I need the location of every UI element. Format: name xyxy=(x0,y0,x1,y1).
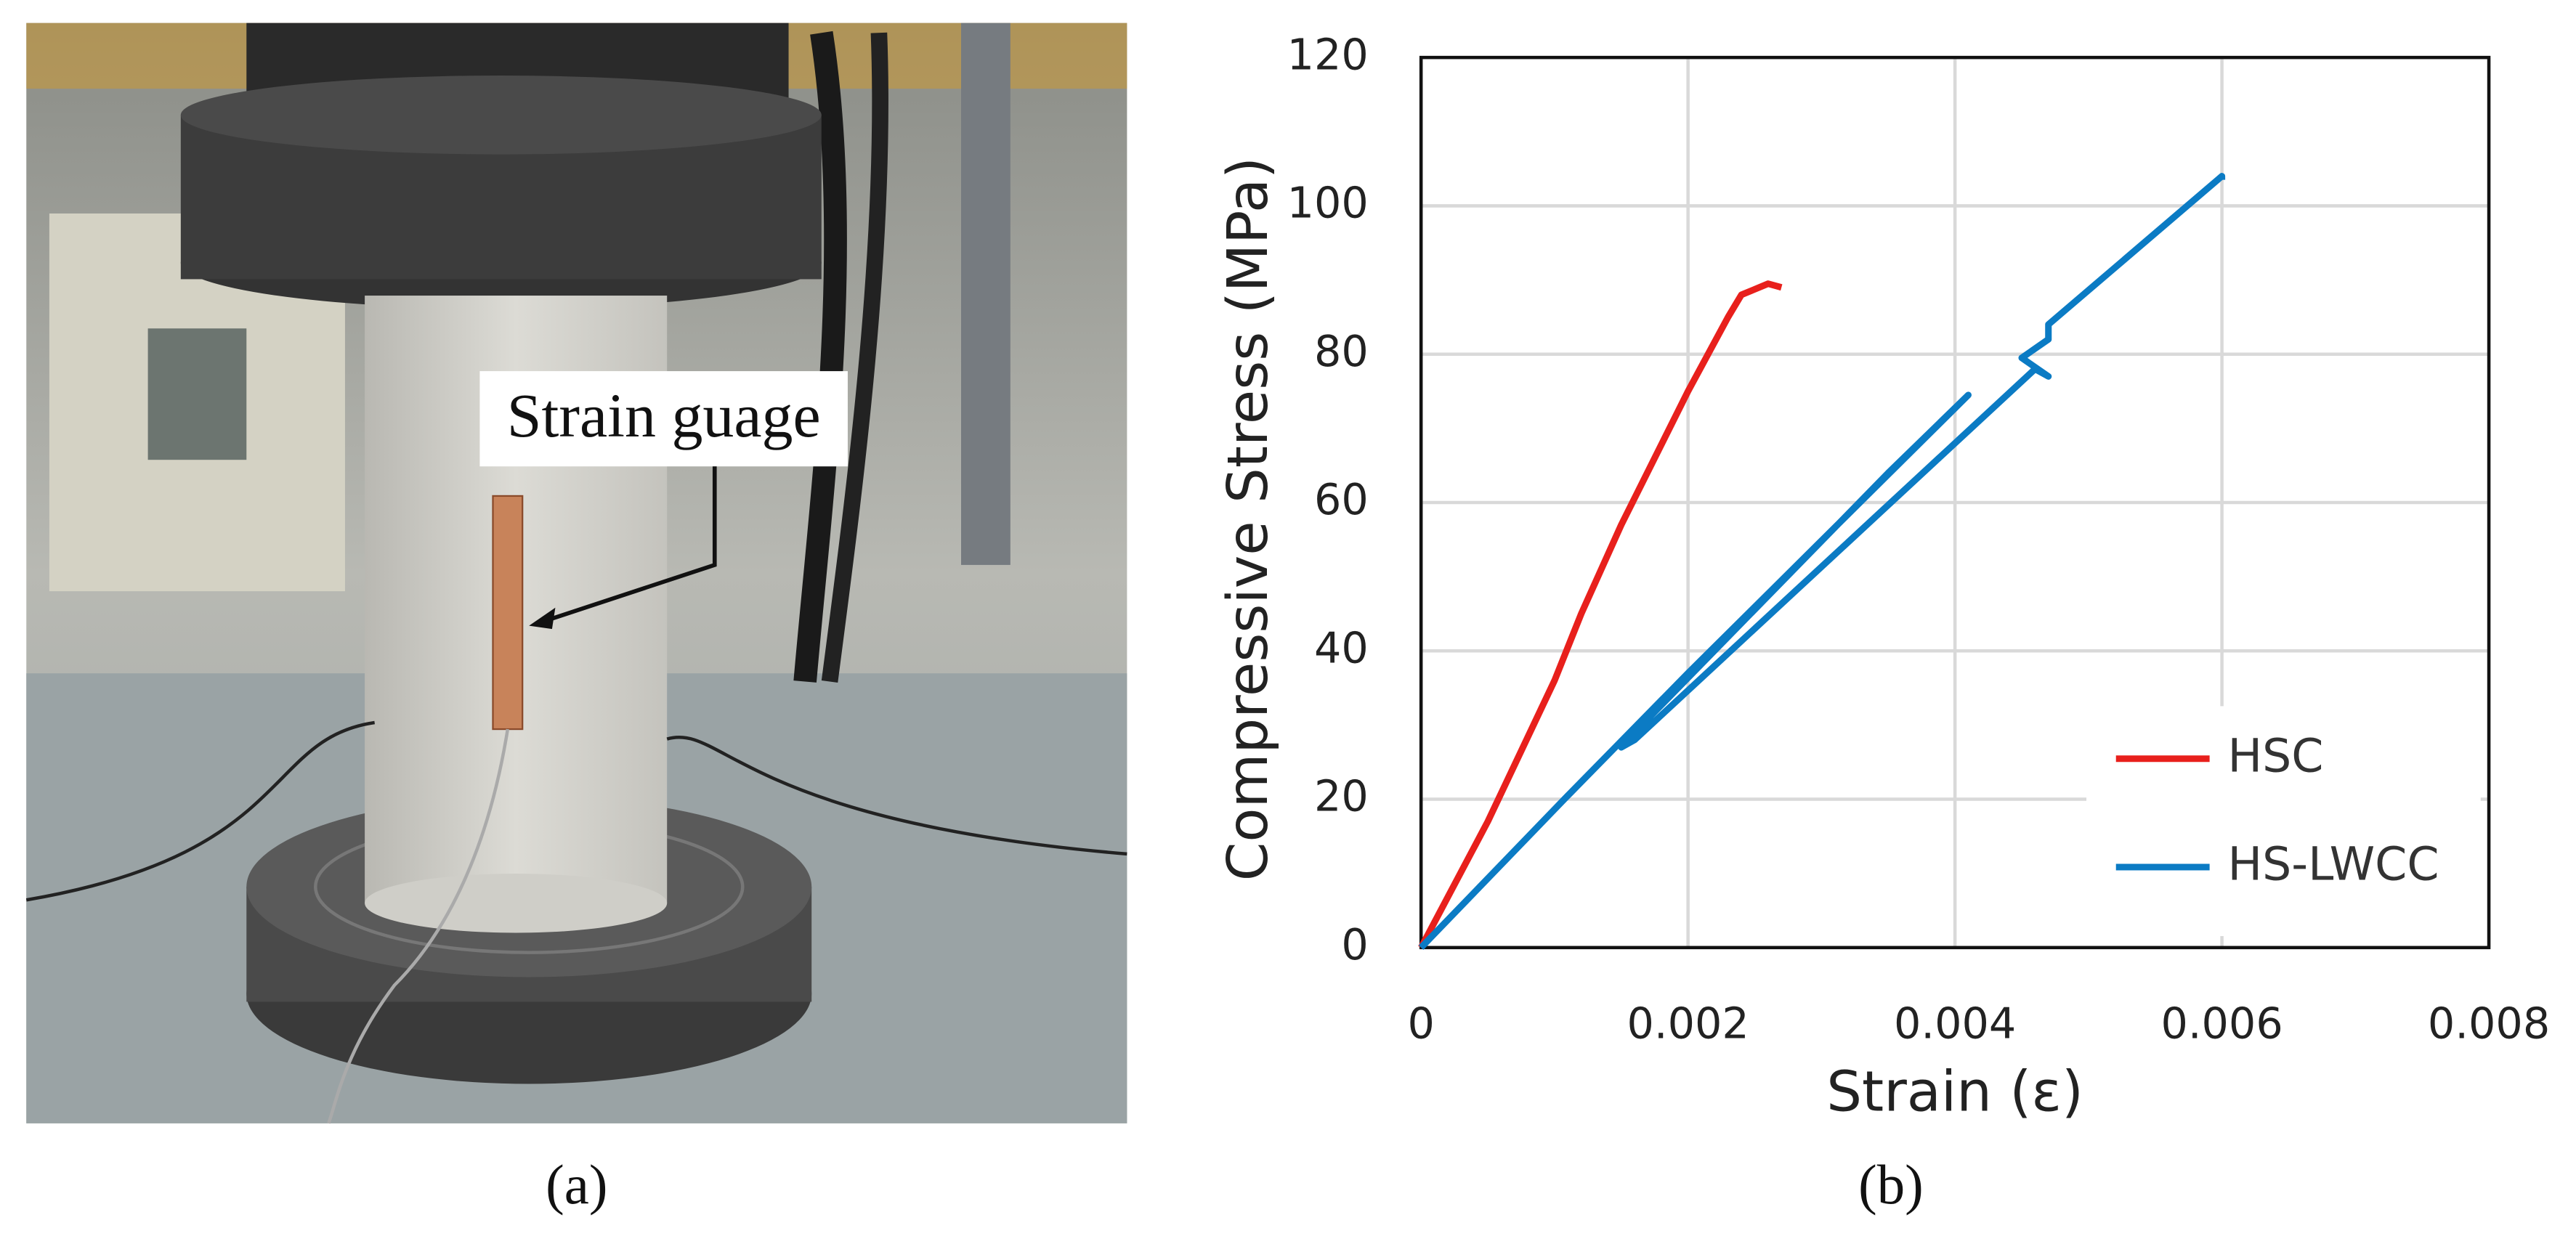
y-tick-label: 60 xyxy=(1314,474,1369,524)
strain-gauge xyxy=(492,495,524,731)
x-tick-label: 0.008 xyxy=(2428,998,2550,1048)
plot-frame xyxy=(1419,55,2491,950)
wire xyxy=(25,720,1127,902)
photo: Strain guage xyxy=(25,23,1127,1124)
arrow xyxy=(544,466,717,623)
y-tick-label: 100 xyxy=(1287,178,1369,228)
wire xyxy=(327,728,510,1124)
x-tick-label: 0 xyxy=(1407,998,1434,1048)
x-tick-label: 0.002 xyxy=(1627,998,1749,1048)
cabinet-window xyxy=(147,328,247,460)
series-line xyxy=(1418,280,1783,949)
x-tick-label: 0.004 xyxy=(1894,998,2016,1048)
x-tick-label: 0.006 xyxy=(2160,998,2283,1048)
caption: (a) xyxy=(546,1153,607,1216)
x-axis-label: Strain (ε) xyxy=(1826,1060,2083,1124)
label-box xyxy=(479,371,848,467)
hose xyxy=(793,31,847,683)
caption: (b) xyxy=(1858,1153,1924,1216)
legend-box xyxy=(2086,706,2481,936)
chart: 0 20 40 60 80 100 120 0 0.002 0.004 0.006 0.008 Stra… xyxy=(1216,29,2550,1124)
y-axis-label: Compressive Stress (MPa) xyxy=(1216,157,1281,881)
y-tick-label: 0 xyxy=(1341,919,1368,969)
arrow-head xyxy=(529,607,556,630)
legend-label: HSC xyxy=(2228,728,2324,782)
y-tick-label: 20 xyxy=(1314,771,1369,821)
legend-label: HS-LWCC xyxy=(2228,837,2439,891)
y-tick-label: 40 xyxy=(1314,622,1369,672)
press-plate xyxy=(180,76,822,155)
specimen-bottom xyxy=(365,874,668,933)
y-tick-label: 120 xyxy=(1287,29,1369,79)
y-tick-label: 80 xyxy=(1314,326,1369,376)
pillar xyxy=(960,23,1010,565)
series-line xyxy=(1418,173,2226,950)
photo-label: Strain guage xyxy=(507,381,821,450)
hose xyxy=(821,32,888,683)
